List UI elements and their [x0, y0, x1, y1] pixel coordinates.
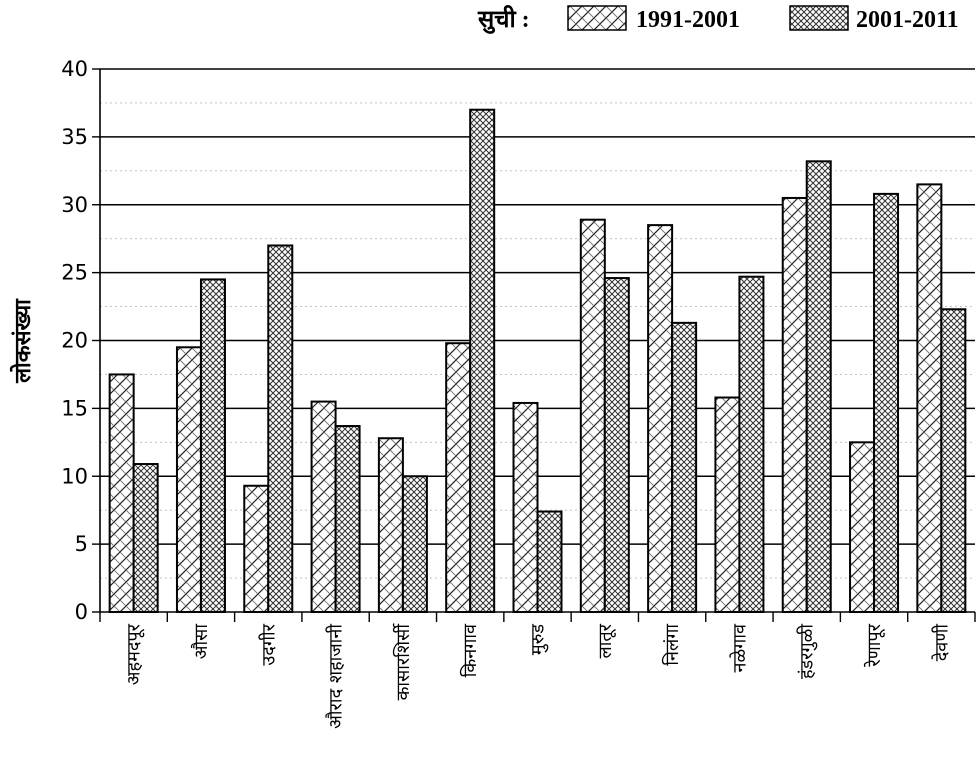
x-tick-label: अहमदपूर	[124, 623, 145, 685]
bar-2001-2011	[940, 308, 967, 613]
x-tick-label: औराद शहाजानी	[325, 624, 347, 729]
y-tick-label: 0	[75, 600, 88, 624]
x-tick-label: मुरुड	[528, 624, 549, 656]
x-tick-label: किनगाव	[459, 623, 481, 677]
y-tick-label: 30	[61, 193, 88, 217]
bar-1991-2001	[377, 437, 404, 613]
y-tick-label: 25	[61, 261, 88, 285]
legend-label-2001-2011: 2001-2011	[856, 7, 959, 33]
bar-2001-2011	[267, 244, 294, 613]
bar-2001-2011	[671, 321, 698, 613]
legend-swatch-1991-2001	[567, 5, 627, 31]
bar-2001-2011	[805, 160, 832, 613]
x-tick-label: रेणापूर	[863, 623, 885, 667]
y-tick-label: 40	[61, 57, 88, 81]
bar-1991-2001	[647, 224, 674, 614]
bar-1991-2001	[849, 441, 876, 613]
y-tick-label: 35	[61, 125, 88, 149]
y-tick-label: 5	[75, 532, 88, 556]
bar-1991-2001	[512, 401, 539, 613]
legend-swatch-2001-2011	[789, 5, 849, 31]
bar-1991-2001	[310, 400, 337, 613]
y-tick-label: 20	[61, 329, 88, 353]
x-tick-label: कासारशिर्सी	[392, 623, 414, 701]
bar-2001-2011	[401, 475, 428, 613]
bars	[108, 108, 967, 614]
x-tick-label: उदगीर	[257, 623, 279, 665]
y-axis-label: लोकसंख्या	[9, 298, 36, 384]
bar-1991-2001	[781, 196, 808, 613]
bar-2001-2011	[603, 277, 630, 613]
bar-1991-2001	[714, 396, 741, 614]
x-tick-label: हंडरगुळी	[796, 624, 818, 679]
bar-2001-2011	[469, 108, 496, 613]
bar-2001-2011	[199, 278, 226, 613]
bar-1991-2001	[445, 342, 472, 613]
bar-2001-2011	[334, 425, 361, 613]
legend-label-1991-2001: 1991-2001	[636, 7, 740, 33]
x-tick-label: देवणी	[930, 624, 952, 662]
bar-1991-2001	[108, 373, 135, 613]
x-tick-label: निलंगा	[661, 624, 683, 666]
x-tick-label: नळेगाव	[728, 623, 750, 672]
bar-1991-2001	[916, 183, 943, 613]
x-tick-label: औसा	[190, 624, 212, 660]
y-tick-label: 15	[61, 396, 88, 420]
bar-2001-2011	[738, 275, 765, 613]
bar-2001-2011	[873, 192, 900, 613]
legend: सुची : 1991-2001 2001-2011	[477, 5, 959, 34]
x-tick-label: लातूर	[595, 623, 616, 658]
legend-title: सुची :	[477, 5, 530, 34]
bar-2001-2011	[536, 510, 563, 614]
y-tick-label: 10	[61, 464, 88, 488]
x-tick-labels: अहमदपूर औसा उदगीर औराद शहाजानी कासारशिर्सी कि…	[99, 612, 976, 729]
bar-1991-2001	[579, 218, 606, 613]
bar-1991-2001	[243, 484, 270, 613]
bar-2001-2011	[132, 463, 159, 613]
y-tick-labels: 0 5 10 15 20 25 30 35 40	[61, 57, 100, 624]
bar-1991-2001	[175, 346, 202, 613]
